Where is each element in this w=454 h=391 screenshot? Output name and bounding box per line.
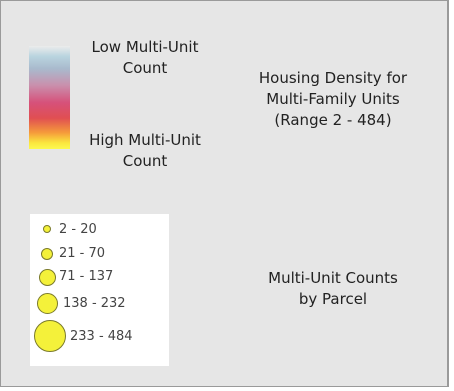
circle-symbol-icon — [37, 293, 58, 314]
circle-symbol-icon — [34, 320, 66, 352]
multi-unit-counts-title-line1: Multi-Unit Counts — [268, 269, 398, 287]
symbol-row-138-232: 138 - 232 — [30, 293, 169, 314]
multi-unit-counts-title-line2: by Parcel — [298, 290, 368, 308]
housing-density-title-line2: Multi-Family Units — [266, 90, 400, 108]
high-count-label-line1: High Multi-Unit — [89, 131, 201, 149]
circle-symbol-icon — [43, 225, 51, 233]
circle-symbol-icon — [39, 269, 56, 286]
low-count-label-line2: Count — [122, 59, 168, 77]
symbol-row-2-20: 2 - 20 — [30, 220, 169, 240]
symbol-range-label: 21 - 70 — [59, 246, 106, 261]
housing-density-title-line1: Housing Density for — [258, 69, 408, 87]
symbol-range-label: 71 - 137 — [59, 269, 114, 284]
symbol-range-label: 2 - 20 — [59, 222, 97, 237]
symbol-row-233-484: 233 - 484 — [30, 320, 169, 352]
multi-unit-counts-title: Multi-Unit Counts by Parcel — [235, 268, 431, 310]
symbol-range-label: 233 - 484 — [70, 329, 133, 344]
graduated-symbols-legend: 2 - 20 21 - 70 71 - 137 138 - 232 233 - … — [30, 214, 169, 366]
density-color-ramp — [29, 46, 70, 149]
housing-density-title-line3: (Range 2 - 484) — [274, 111, 392, 129]
circle-symbol-icon — [41, 248, 53, 260]
low-count-label-line1: Low Multi-Unit — [91, 38, 199, 56]
housing-density-title: Housing Density for Multi-Family Units (… — [235, 68, 431, 131]
symbol-range-label: 138 - 232 — [63, 296, 126, 311]
legend-panel: Low Multi-Unit Count High Multi-Unit Cou… — [0, 0, 449, 387]
high-count-label: High Multi-Unit Count — [78, 130, 212, 172]
high-count-label-line2: Count — [122, 152, 168, 170]
low-count-label: Low Multi-Unit Count — [78, 37, 212, 79]
symbol-row-71-137: 71 - 137 — [30, 267, 169, 287]
symbol-row-21-70: 21 - 70 — [30, 244, 169, 264]
